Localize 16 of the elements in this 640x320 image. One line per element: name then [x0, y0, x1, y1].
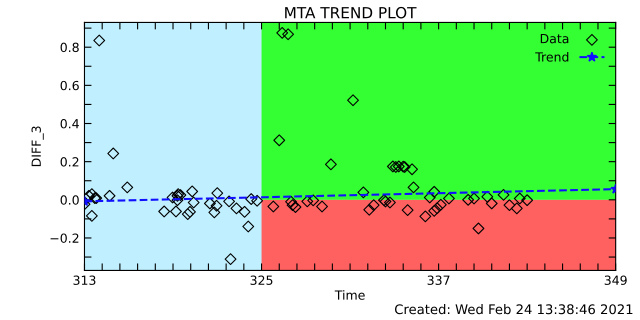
y-tick-label: 0.2 [60, 157, 78, 167]
x-tick-label: 349 [604, 275, 627, 285]
y-tick-label: 0.4 [60, 118, 79, 128]
x-tick-label: 337 [428, 275, 450, 285]
legend-label: Trend [535, 52, 568, 62]
x-axis-title: Time [334, 290, 365, 300]
y-tick-label: 0.8 [60, 42, 79, 52]
x-tick-label: 313 [74, 275, 96, 285]
y-axis-title: DIFF_3 [31, 126, 44, 166]
y-tick-label: −0.2 [50, 233, 78, 243]
text: Created: Wed Feb 24 13:38:46 2021 [394, 304, 632, 314]
chart-title: MTA TREND PLOT [285, 6, 417, 18]
y-tick-label: 0.6 [60, 80, 79, 90]
y-tick-label: 0.0 [60, 195, 79, 205]
legend-label: Data [540, 34, 568, 44]
x-tick-label: 325 [250, 275, 272, 285]
